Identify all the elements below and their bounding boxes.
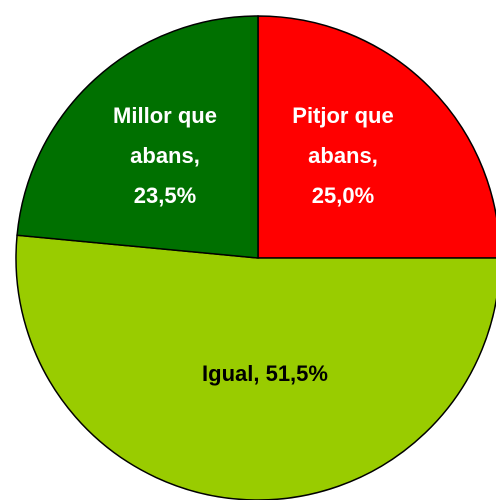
pie-slice <box>16 15 259 259</box>
data-label-line: Igual, 51,5% <box>202 361 328 386</box>
data-label: Igual, 51,5% <box>202 361 328 386</box>
data-label-line: 23,5% <box>134 183 196 208</box>
pie-slice <box>257 15 496 259</box>
data-label-line: abans, <box>130 143 200 168</box>
data-label-line: Millor que <box>113 103 217 128</box>
data-label-line: abans, <box>308 143 378 168</box>
data-label-line: 25,0% <box>312 183 374 208</box>
data-label: Millor que abans, 23,5% <box>113 103 217 208</box>
data-label: Pitjor que abans, 25,0% <box>292 103 393 208</box>
data-label-line: Pitjor que <box>292 103 393 128</box>
